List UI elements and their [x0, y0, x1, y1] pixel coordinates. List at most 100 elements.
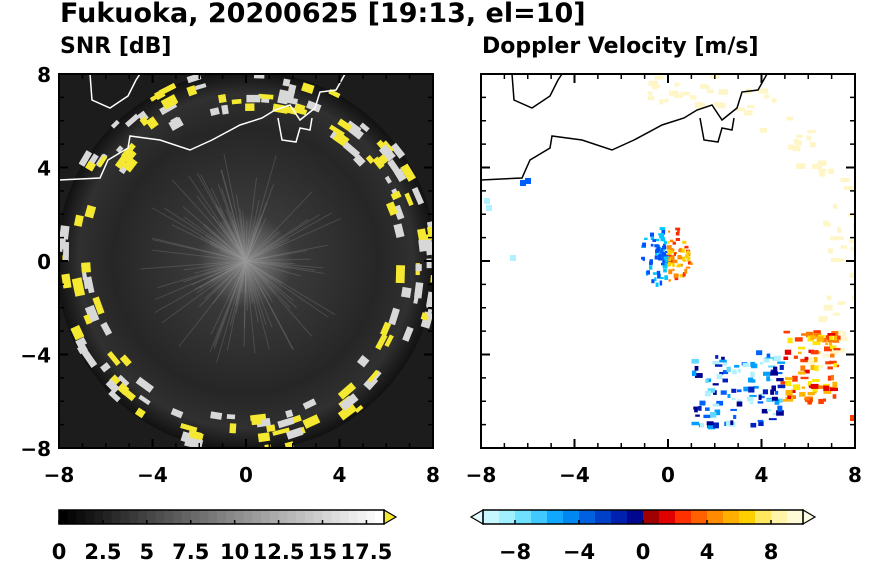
velocity-echo-cell: [667, 262, 672, 267]
velocity-echo-cell: [676, 265, 680, 268]
snr-echo-cell: [186, 85, 198, 97]
velocity-echo-cell: [680, 263, 683, 267]
velocity-echo-cell: [829, 387, 836, 392]
snr-noise-streak: [245, 212, 333, 262]
velocity-echo-cell: [813, 330, 821, 334]
snr-echo-cell: [108, 390, 121, 403]
snr-echo-cell: [400, 163, 417, 182]
velocity-echo-cell: [764, 94, 770, 99]
velocity-echo-cell: [659, 99, 664, 105]
velocity-echo-cell: [823, 398, 827, 402]
snr-echo-cell: [258, 93, 274, 100]
snr-echo-cell: [60, 238, 66, 250]
velocity-echo-cell: [744, 110, 753, 116]
snr-echo-cell: [73, 214, 84, 227]
velocity-echo-cell: [785, 380, 792, 387]
snr-echo-cell: [109, 374, 121, 386]
velocity-axis-ticks: −8 −4 0 4 8: [466, 73, 862, 487]
snr-noise-streak: [245, 224, 257, 262]
velocity-echo-cell: [722, 370, 729, 375]
snr-xtick-label: 0: [239, 463, 253, 487]
velocity-panel: −8 −4 0 4 8: [466, 73, 862, 487]
snr-noise-streak: [235, 260, 247, 306]
velocity-echo-cell: [664, 98, 669, 103]
velocity-echo-cell: [797, 346, 806, 350]
snr-noise-streak: [213, 260, 247, 350]
velocity-echo-cell: [819, 170, 826, 177]
snr-echo-cell: [384, 334, 394, 348]
velocity-echo-cell: [814, 365, 819, 372]
snr-colorbar-segment: [357, 510, 367, 524]
velocity-echo-cell: [829, 349, 839, 354]
velocity-echo-cell: [660, 248, 663, 252]
velocity-echo-cell: [693, 406, 700, 410]
snr-echo-cell: [257, 432, 271, 443]
velocity-echo-cell: [759, 395, 765, 399]
velocity-echo-cell: [851, 295, 855, 301]
snr-colorbar-segment: [138, 510, 148, 524]
velocity-colorbar-segment: [723, 510, 740, 524]
snr-ytick-label: 4: [37, 157, 51, 181]
snr-noise-streak: [221, 169, 247, 262]
snr-echo-layer: [59, 74, 433, 448]
snr-echo-cell: [89, 153, 99, 165]
snr-echo-cell: [372, 156, 385, 170]
velocity-echo-cell: [760, 393, 764, 397]
snr-echo-cell: [92, 296, 105, 315]
snr-echo-cell: [348, 125, 364, 140]
velocity-echo-cell: [782, 399, 786, 402]
velocity-echo-cell: [682, 272, 686, 277]
velocity-echo-cell: [700, 83, 708, 89]
snr-noise-streak: [245, 155, 277, 262]
snr-noise-streak: [217, 184, 247, 262]
snr-echo-cell: [117, 374, 130, 387]
velocity-echo-cell: [652, 239, 657, 242]
snr-echo-cell: [365, 154, 375, 165]
velocity-echo-cell: [818, 385, 826, 389]
snr-noise-streak: [183, 216, 247, 262]
velocity-echo-cell: [812, 378, 820, 383]
velocity-echo-cell: [672, 241, 676, 245]
velocity-echo-cell: [655, 282, 659, 287]
velocity-echo-cell: [684, 245, 689, 249]
velocity-xtick-label: 0: [661, 463, 675, 487]
snr-coastline-harbor: [277, 117, 313, 143]
velocity-echo-cell: [830, 257, 841, 262]
snr-echo-cell: [76, 343, 88, 355]
snr-echo-cell: [115, 145, 124, 154]
snr-echo-cell: [426, 258, 432, 269]
velocity-echo-cell: [852, 285, 855, 290]
snr-echo-cell: [299, 107, 308, 116]
velocity-echo-cell: [687, 252, 691, 257]
snr-noise-streak: [210, 187, 247, 262]
snr-noise-streak: [242, 210, 247, 262]
velocity-echo-cell: [784, 349, 792, 355]
snr-colorbar-tick-label: 10: [220, 540, 249, 564]
snr-echo-cell: [100, 321, 113, 336]
snr-echo-cell: [119, 354, 132, 367]
snr-echo-cell: [135, 376, 155, 393]
snr-noise-streak: [161, 260, 247, 324]
snr-noise-streak: [183, 260, 247, 271]
snr-echo-cell: [390, 142, 406, 159]
snr-colorbar-segment: [111, 510, 121, 524]
velocity-echo-cell: [650, 236, 655, 240]
snr-noise-streak: [221, 188, 247, 262]
velocity-colorbar-segment: [531, 510, 548, 524]
snr-noise-streak: [245, 238, 250, 262]
velocity-echo-cell: [792, 375, 798, 382]
snr-echo-cell: [122, 156, 138, 173]
velocity-echo-cell: [659, 280, 663, 286]
velocity-echo-cell: [675, 227, 681, 231]
velocity-echo-cell: [694, 373, 703, 378]
velocity-echo-cell: [747, 377, 754, 383]
velocity-echo-cell: [763, 371, 771, 376]
velocity-echo-cell: [829, 335, 833, 342]
snr-colorbar-segment: [155, 510, 165, 524]
snr-colorbar-segment: [102, 510, 113, 524]
snr-noise-streak: [235, 260, 247, 314]
velocity-echo-cell: [664, 258, 668, 263]
snr-echo-cell: [63, 248, 69, 261]
velocity-echo-cell: [825, 361, 831, 365]
velocity-echo-cell: [687, 256, 691, 262]
